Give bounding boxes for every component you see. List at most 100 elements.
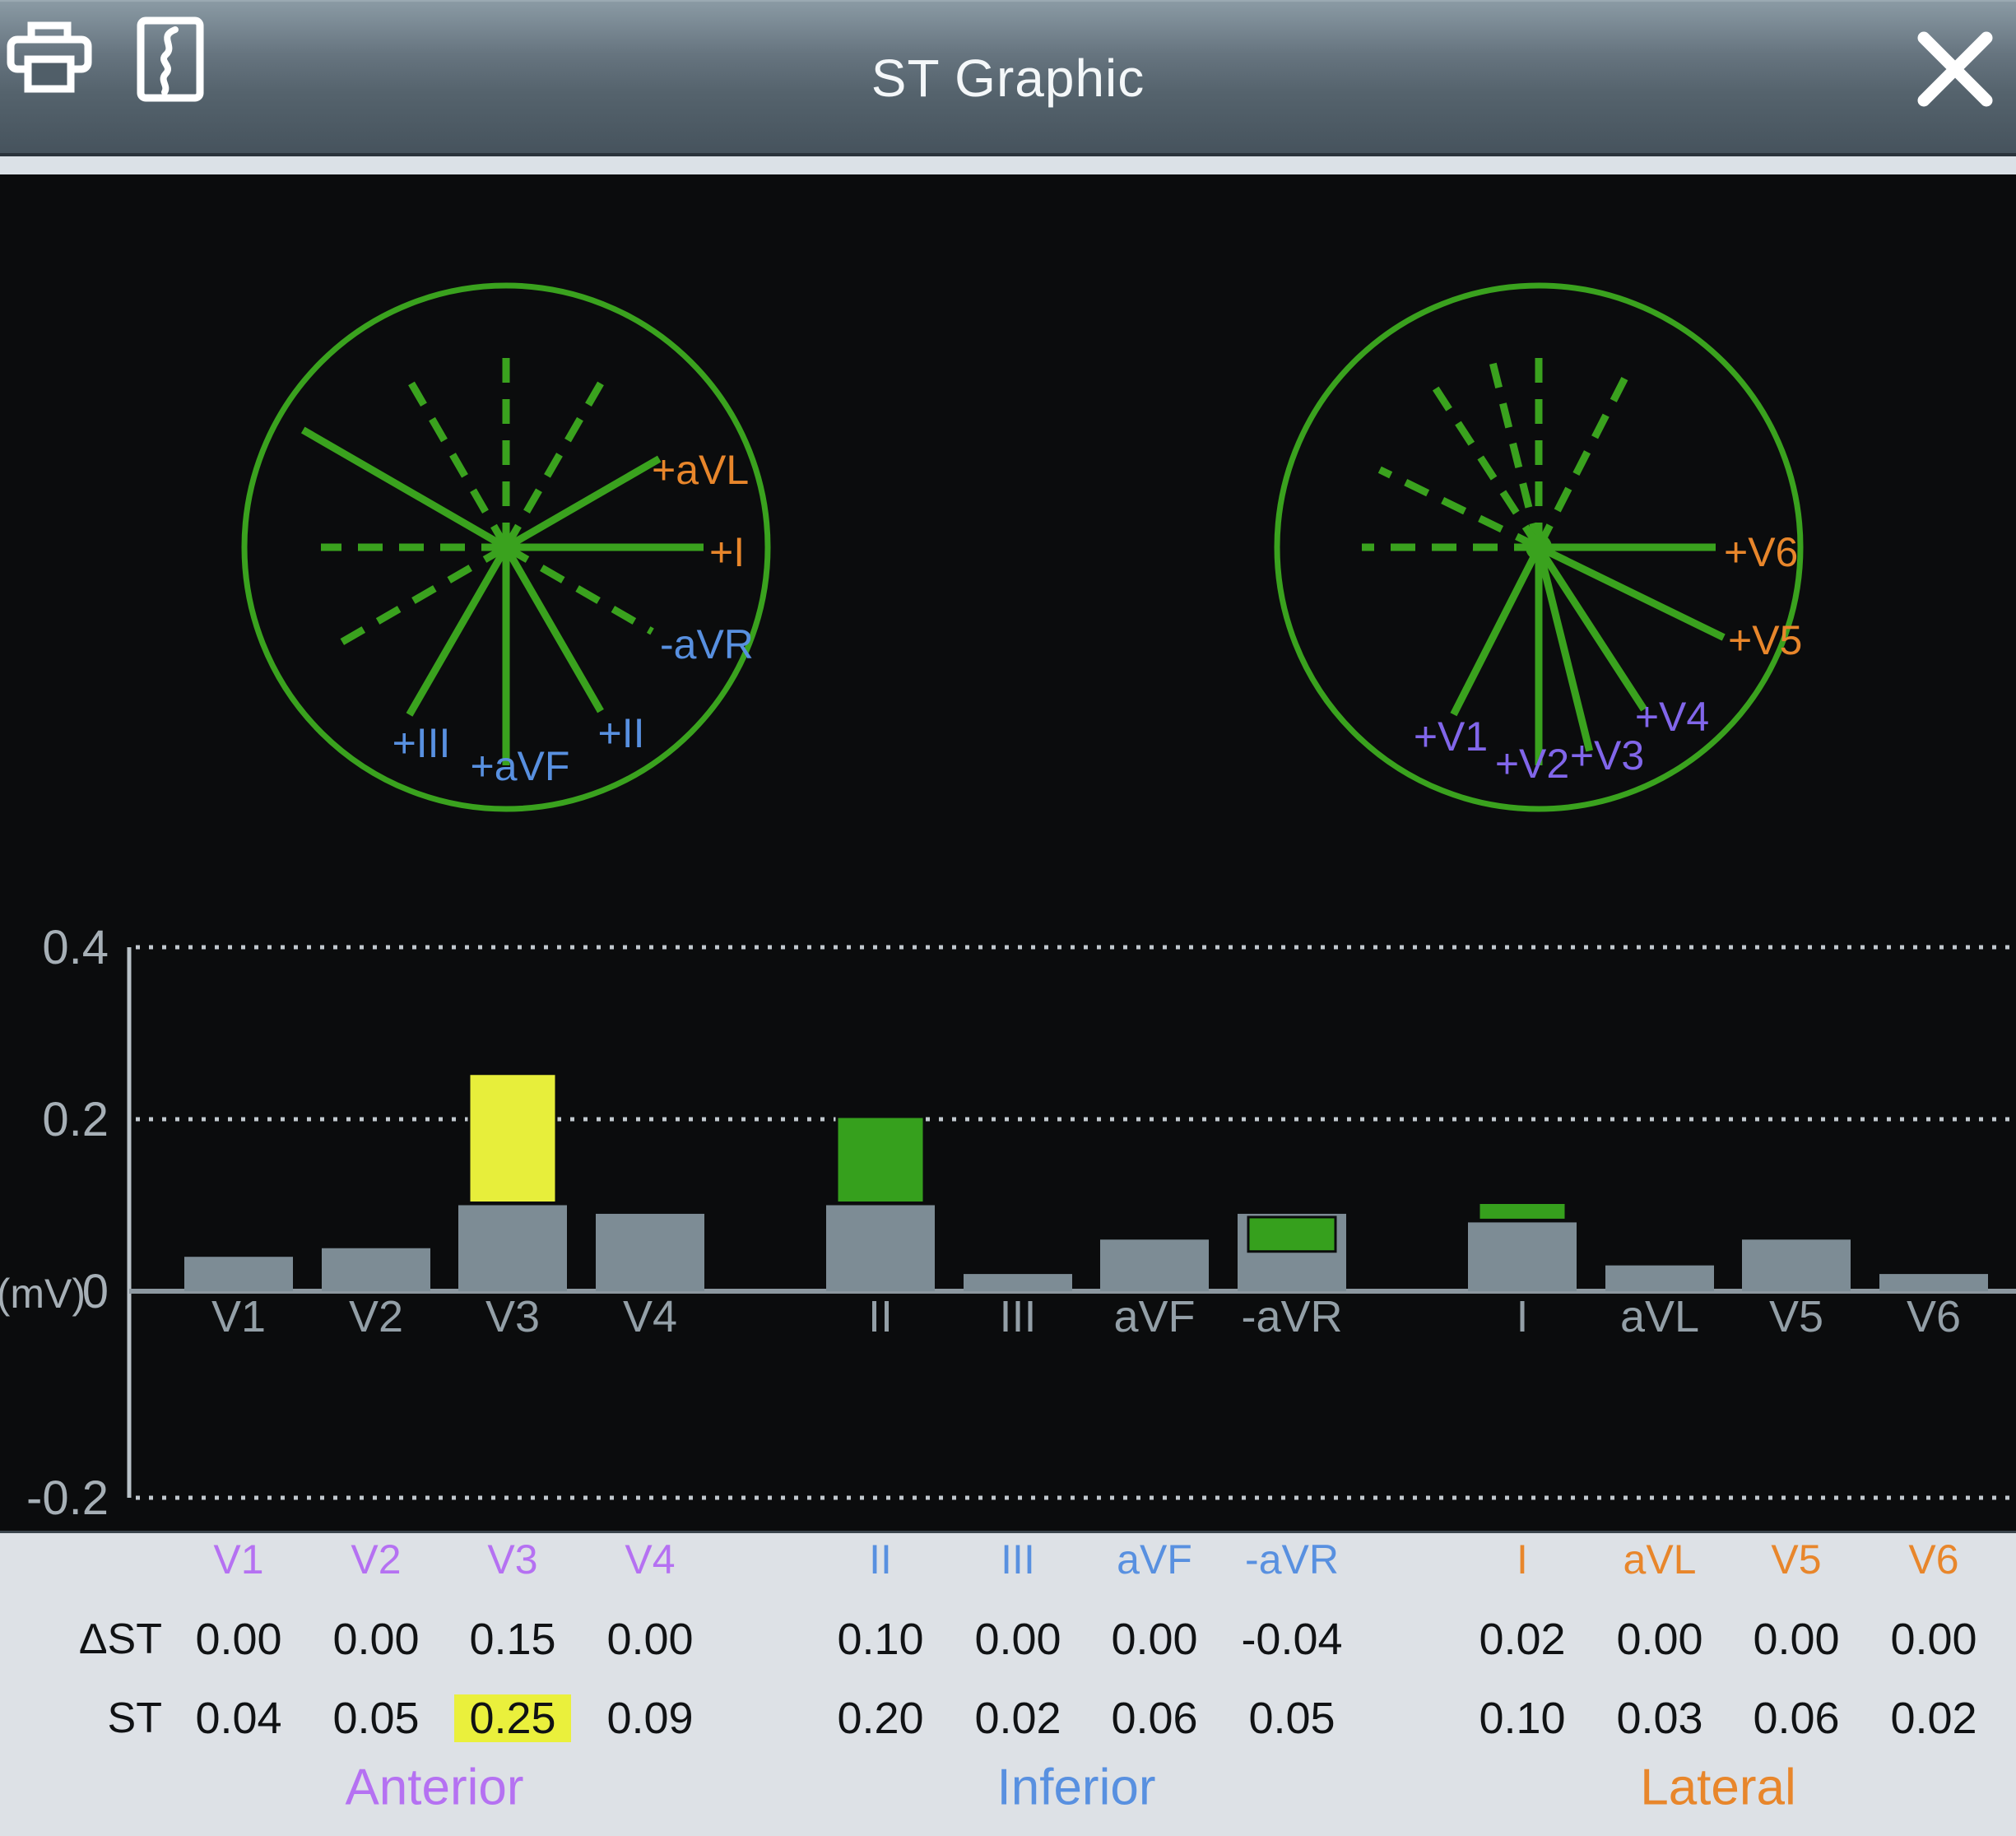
strip-record-icon bbox=[137, 16, 204, 102]
chest-leads-circle-label-+V5: +V5 bbox=[1728, 617, 1802, 663]
chest-leads-circle-dashed-axis bbox=[1377, 466, 1540, 551]
close-button[interactable] bbox=[1916, 30, 1995, 109]
st-alarm-highlight-V3 bbox=[454, 1694, 571, 1742]
st-value-III: 0.02 bbox=[974, 1694, 1061, 1743]
st-value--aVR: 0.05 bbox=[1248, 1694, 1335, 1743]
delta-st-value-III: 0.00 bbox=[974, 1615, 1061, 1664]
chest-leads-circle bbox=[1274, 282, 1804, 812]
close-icon bbox=[1917, 31, 1993, 107]
table-col-header-III: III bbox=[1001, 1536, 1035, 1583]
limb-leads-circle-dashed-axis bbox=[337, 544, 509, 648]
delta-st-value-V5: 0.00 bbox=[1753, 1615, 1840, 1664]
st-value-V6: 0.02 bbox=[1890, 1694, 1977, 1743]
bar-V5 bbox=[1742, 1239, 1851, 1291]
limb-leads-circle-dashed-axis bbox=[504, 544, 654, 635]
graphic-area bbox=[0, 174, 2016, 1531]
limb-leads-circle-solid-axis bbox=[503, 545, 604, 713]
delta-bar--aVR bbox=[1247, 1215, 1337, 1253]
y-tick-0: 0 bbox=[82, 1265, 109, 1318]
table-col-header-aVL: aVL bbox=[1623, 1536, 1697, 1583]
chest-leads-circle-solid-axis bbox=[1537, 543, 1726, 641]
st-value-V3: 0.25 bbox=[469, 1694, 556, 1743]
bar-V2 bbox=[322, 1248, 430, 1291]
record-strip-button[interactable] bbox=[137, 16, 204, 102]
row-label-delta-st: ΔST bbox=[78, 1615, 162, 1663]
chart-lead-label-aVF: aVF bbox=[1113, 1292, 1195, 1341]
table-col-header-II: II bbox=[869, 1536, 892, 1583]
group-label-inferior: Inferior bbox=[996, 1759, 1156, 1816]
print-button[interactable] bbox=[7, 21, 92, 94]
delta-st-value-V1: 0.00 bbox=[195, 1615, 282, 1664]
delta-st-value-I: 0.02 bbox=[1479, 1615, 1566, 1664]
limb-leads-circle-label--aVR: -aVR bbox=[660, 621, 754, 667]
st-value-I: 0.10 bbox=[1479, 1694, 1566, 1743]
delta-bar-V3 bbox=[467, 1072, 558, 1204]
bar-V1 bbox=[184, 1257, 293, 1291]
table-col-header-V1: V1 bbox=[213, 1536, 264, 1583]
chest-leads-circle-label-+V4: +V4 bbox=[1635, 694, 1709, 740]
delta-st-value-V6: 0.00 bbox=[1890, 1615, 1977, 1664]
table-col-header-V6: V6 bbox=[1908, 1536, 1959, 1583]
bar-aVL bbox=[1605, 1265, 1714, 1291]
limb-leads-circle-label-+III: +III bbox=[393, 720, 451, 766]
titlebar-separator bbox=[0, 153, 2016, 174]
delta-st-value-aVL: 0.00 bbox=[1616, 1615, 1703, 1664]
y-tick-0.2: 0.2 bbox=[42, 1093, 109, 1146]
bar-aVF bbox=[1100, 1239, 1209, 1291]
limb-leads-circle bbox=[241, 282, 771, 812]
title-bar: ST Graphic bbox=[0, 0, 2016, 153]
table-col-header-aVF: aVF bbox=[1117, 1536, 1192, 1583]
st-value-V5: 0.06 bbox=[1753, 1694, 1840, 1743]
delta-st-value-aVF: 0.00 bbox=[1111, 1615, 1198, 1664]
table-col-header-V4: V4 bbox=[625, 1536, 676, 1583]
chart-lead-label-V4: V4 bbox=[623, 1292, 677, 1341]
chart-lead-label-V3: V3 bbox=[485, 1292, 540, 1341]
row-label-st: ST bbox=[107, 1694, 162, 1742]
table-col-header-V2: V2 bbox=[351, 1536, 402, 1583]
bar-I bbox=[1468, 1222, 1577, 1291]
limb-leads-circle-solid-axis bbox=[300, 426, 509, 551]
table-col-header-I: I bbox=[1517, 1536, 1528, 1583]
limb-leads-circle-dashed-axis bbox=[503, 378, 606, 550]
bar-III bbox=[964, 1274, 1072, 1291]
chest-leads-circle-center-dot bbox=[1526, 534, 1552, 560]
chart-lead-label-V5: V5 bbox=[1769, 1292, 1823, 1341]
st-value-aVL: 0.03 bbox=[1616, 1694, 1703, 1743]
chest-leads-circle-solid-axis bbox=[1535, 546, 1594, 752]
limb-leads-circle-solid-axis bbox=[504, 455, 662, 551]
limb-leads-circle-label-+I: +I bbox=[709, 529, 745, 575]
table-col-header--aVR: -aVR bbox=[1245, 1536, 1339, 1583]
delta-bar-I bbox=[1477, 1202, 1568, 1221]
chart-lead-label-III: III bbox=[999, 1292, 1036, 1341]
chart-lead-label-aVL: aVL bbox=[1620, 1292, 1699, 1341]
chest-leads-circle-dashed-axis bbox=[1535, 365, 1634, 550]
limb-leads-circle-solid-axis bbox=[406, 545, 509, 717]
st-value-aVF: 0.06 bbox=[1111, 1694, 1198, 1743]
delta-st-value-V2: 0.00 bbox=[332, 1615, 420, 1664]
chest-leads-circle-solid-axis bbox=[1450, 545, 1543, 717]
delta-st-value-II: 0.10 bbox=[837, 1615, 924, 1664]
chest-leads-circle-label-+V3: +V3 bbox=[1570, 732, 1644, 779]
table-col-header-V3: V3 bbox=[487, 1536, 538, 1583]
chest-leads-circle-label-+V2: +V2 bbox=[1495, 741, 1569, 787]
chart-lead-label-I: I bbox=[1516, 1292, 1528, 1341]
chart-lead-label--aVR: -aVR bbox=[1241, 1292, 1342, 1341]
chart-lead-label-V6: V6 bbox=[1907, 1292, 1961, 1341]
st-value-V4: 0.09 bbox=[606, 1694, 694, 1743]
limb-leads-circle-label-+aVL: +aVL bbox=[652, 447, 749, 493]
limb-leads-circle-label-+aVF: +aVF bbox=[471, 743, 570, 789]
y-tick-0.4: 0.4 bbox=[42, 921, 109, 974]
page-title: ST Graphic bbox=[871, 49, 1145, 108]
st-table bbox=[0, 1531, 2016, 1836]
chest-leads-circle-dashed-axis bbox=[1486, 351, 1543, 549]
delta-st-value--aVR: -0.04 bbox=[1241, 1615, 1343, 1664]
delta-bar-II bbox=[835, 1115, 926, 1204]
chest-leads-circle-solid-axis bbox=[1535, 545, 1647, 712]
chart-lead-label-V2: V2 bbox=[349, 1292, 403, 1341]
chart-lead-label-II: II bbox=[868, 1292, 893, 1341]
st-value-II: 0.20 bbox=[837, 1694, 924, 1743]
st-value-V1: 0.04 bbox=[195, 1694, 282, 1743]
delta-st-value-V3: 0.15 bbox=[469, 1615, 556, 1664]
limb-leads-circle-dashed-axis bbox=[406, 378, 509, 550]
